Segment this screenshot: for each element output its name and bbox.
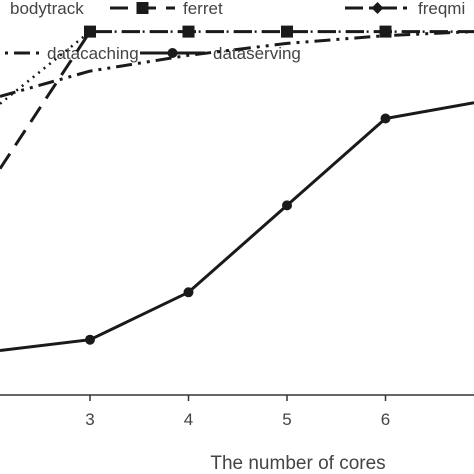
x-tick-label-5: 5: [282, 410, 291, 429]
legend-label-freqmi: freqmi: [418, 0, 465, 18]
series-line-bodytrack: [0, 30, 474, 105]
legend-marker-dataserving: [167, 48, 178, 58]
point-ferret-5: [281, 25, 293, 38]
point-dataserving-5: [282, 200, 292, 211]
point-ferret-3: [84, 25, 96, 38]
series-line-dataserving: [0, 101, 474, 352]
legend-label-ferret: ferret: [183, 0, 223, 18]
x-tick-label-3: 3: [85, 410, 94, 429]
x-ticks: 3 4 5 6: [85, 395, 390, 429]
point-dataserving-3: [85, 334, 95, 345]
x-tick-label-4: 4: [184, 410, 193, 429]
series-layer: [0, 25, 474, 352]
legend-label-datacaching: datacaching: [47, 44, 139, 63]
legend-marker-freqmi: [371, 2, 384, 14]
point-dataserving-4: [183, 287, 194, 298]
point-dataserving-6: [380, 113, 391, 124]
point-ferret-6: [379, 25, 392, 38]
x-tick-label-6: 6: [381, 410, 390, 429]
series-line-ferret: [0, 30, 474, 170]
x-axis-label: The number of cores: [210, 453, 385, 474]
legend-marker-ferret: [136, 2, 149, 14]
series-line-datacaching: [0, 30, 474, 98]
point-ferret-4: [182, 25, 195, 38]
legend-label-bodytrack: bodytrack: [10, 0, 84, 18]
